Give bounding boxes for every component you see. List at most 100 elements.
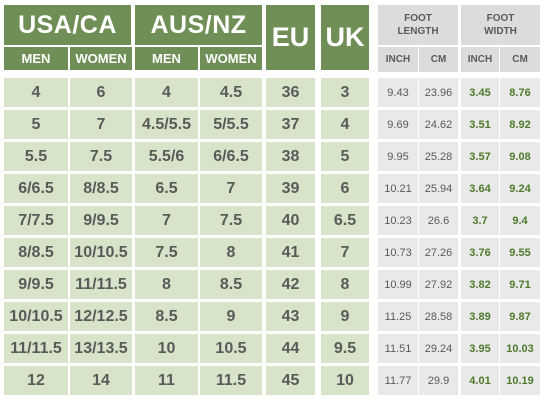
length-inch-subheader: INCH — [378, 47, 418, 72]
cell-uk: 3 — [321, 78, 369, 107]
cell-eu: 38 — [266, 142, 315, 171]
au-men-subheader: MEN — [135, 47, 198, 70]
cell-au-men: 7 — [135, 206, 198, 235]
cell-eu: 37 — [266, 110, 315, 139]
cell-au-women: 8 — [200, 238, 262, 267]
cell-us-women: 9/9.5 — [70, 206, 132, 235]
cell-au-women: 11.5 — [200, 366, 262, 395]
cell-us-men: 8/8.5 — [4, 238, 68, 267]
cell-len-in: 10.23 — [378, 206, 418, 235]
cell-au-men: 8.5 — [135, 302, 198, 331]
cell-wid-cm: 9.71 — [500, 270, 540, 299]
width-inch-subheader: INCH — [461, 47, 499, 72]
cell-us-men: 5.5 — [4, 142, 68, 171]
cell-uk: 9.5 — [321, 334, 369, 363]
cell-au-women: 4.5 — [200, 78, 262, 107]
cell-wid-cm: 9.08 — [500, 142, 540, 171]
cell-au-women: 8.5 — [200, 270, 262, 299]
cell-wid-cm: 8.92 — [500, 110, 540, 139]
cell-au-men: 8 — [135, 270, 198, 299]
cell-wid-in: 3.89 — [461, 302, 499, 331]
cell-len-cm: 29.24 — [419, 334, 458, 363]
cell-len-cm: 24.62 — [419, 110, 458, 139]
cell-eu: 39 — [266, 174, 315, 203]
cell-len-cm: 27.92 — [419, 270, 458, 299]
cell-wid-cm: 9.4 — [500, 206, 540, 235]
cell-len-in: 9.95 — [378, 142, 418, 171]
cell-wid-in: 3.45 — [461, 78, 499, 107]
cell-us-men: 10/10.5 — [4, 302, 68, 331]
cell-len-in: 11.25 — [378, 302, 418, 331]
cell-wid-in: 3.82 — [461, 270, 499, 299]
cell-uk: 5 — [321, 142, 369, 171]
cell-wid-in: 3.57 — [461, 142, 499, 171]
cell-len-in: 10.99 — [378, 270, 418, 299]
cell-wid-cm: 9.24 — [500, 174, 540, 203]
cell-len-cm: 27.26 — [419, 238, 458, 267]
cell-len-cm: 29.9 — [419, 366, 458, 395]
aus-nz-header: AUS/NZ — [135, 5, 262, 45]
cell-wid-cm: 9.87 — [500, 302, 540, 331]
cell-eu: 41 — [266, 238, 315, 267]
cell-wid-in: 3.7 — [461, 206, 499, 235]
cell-wid-in: 4.01 — [461, 366, 499, 395]
cell-len-cm: 28.58 — [419, 302, 458, 331]
cell-au-men: 11 — [135, 366, 198, 395]
cell-us-men: 11/11.5 — [4, 334, 68, 363]
cell-us-women: 8/8.5 — [70, 174, 132, 203]
cell-us-women: 6 — [70, 78, 132, 107]
cell-au-women: 10.5 — [200, 334, 262, 363]
cell-us-women: 12/12.5 — [70, 302, 132, 331]
cell-eu: 45 — [266, 366, 315, 395]
cell-uk: 4 — [321, 110, 369, 139]
cell-us-women: 7 — [70, 110, 132, 139]
cell-eu: 42 — [266, 270, 315, 299]
cell-us-men: 6/6.5 — [4, 174, 68, 203]
cell-len-in: 10.21 — [378, 174, 418, 203]
cell-au-men: 5.5/6 — [135, 142, 198, 171]
cell-len-cm: 23.96 — [419, 78, 458, 107]
cell-us-men: 7/7.5 — [4, 206, 68, 235]
cell-au-women: 7 — [200, 174, 262, 203]
cell-uk: 6.5 — [321, 206, 369, 235]
cell-len-in: 10.73 — [378, 238, 418, 267]
cell-us-men: 4 — [4, 78, 68, 107]
cell-len-cm: 25.94 — [419, 174, 458, 203]
cell-uk: 9 — [321, 302, 369, 331]
cell-wid-cm: 8.76 — [500, 78, 540, 107]
cell-wid-cm: 10.03 — [500, 334, 540, 363]
cell-au-men: 6.5 — [135, 174, 198, 203]
cell-uk: 10 — [321, 366, 369, 395]
us-men-subheader: MEN — [4, 47, 68, 70]
cell-au-women: 9 — [200, 302, 262, 331]
cell-us-men: 12 — [4, 366, 68, 395]
au-women-subheader: WOMEN — [200, 47, 262, 70]
cell-au-men: 4 — [135, 78, 198, 107]
cell-wid-in: 3.51 — [461, 110, 499, 139]
cell-wid-in: 3.76 — [461, 238, 499, 267]
cell-us-women: 10/10.5 — [70, 238, 132, 267]
width-cm-subheader: CM — [500, 47, 540, 72]
uk-header: UK — [321, 5, 369, 70]
cell-len-cm: 26.6 — [419, 206, 458, 235]
cell-wid-in: 3.95 — [461, 334, 499, 363]
cell-len-cm: 25.28 — [419, 142, 458, 171]
cell-au-men: 4.5/5.5 — [135, 110, 198, 139]
cell-us-women: 14 — [70, 366, 132, 395]
foot-length-header: FOOT LENGTH — [378, 5, 458, 45]
cell-au-men: 10 — [135, 334, 198, 363]
cell-wid-in: 3.64 — [461, 174, 499, 203]
cell-us-women: 11/11.5 — [70, 270, 132, 299]
cell-wid-cm: 9.55 — [500, 238, 540, 267]
cell-au-women: 7.5 — [200, 206, 262, 235]
cell-len-in: 11.77 — [378, 366, 418, 395]
foot-width-header: FOOT WIDTH — [461, 5, 540, 45]
cell-us-men: 5 — [4, 110, 68, 139]
cell-eu: 44 — [266, 334, 315, 363]
cell-us-women: 13/13.5 — [70, 334, 132, 363]
cell-eu: 43 — [266, 302, 315, 331]
cell-us-women: 7.5 — [70, 142, 132, 171]
usa-ca-header: USA/CA — [4, 5, 131, 45]
length-cm-subheader: CM — [419, 47, 458, 72]
cell-len-in: 9.69 — [378, 110, 418, 139]
